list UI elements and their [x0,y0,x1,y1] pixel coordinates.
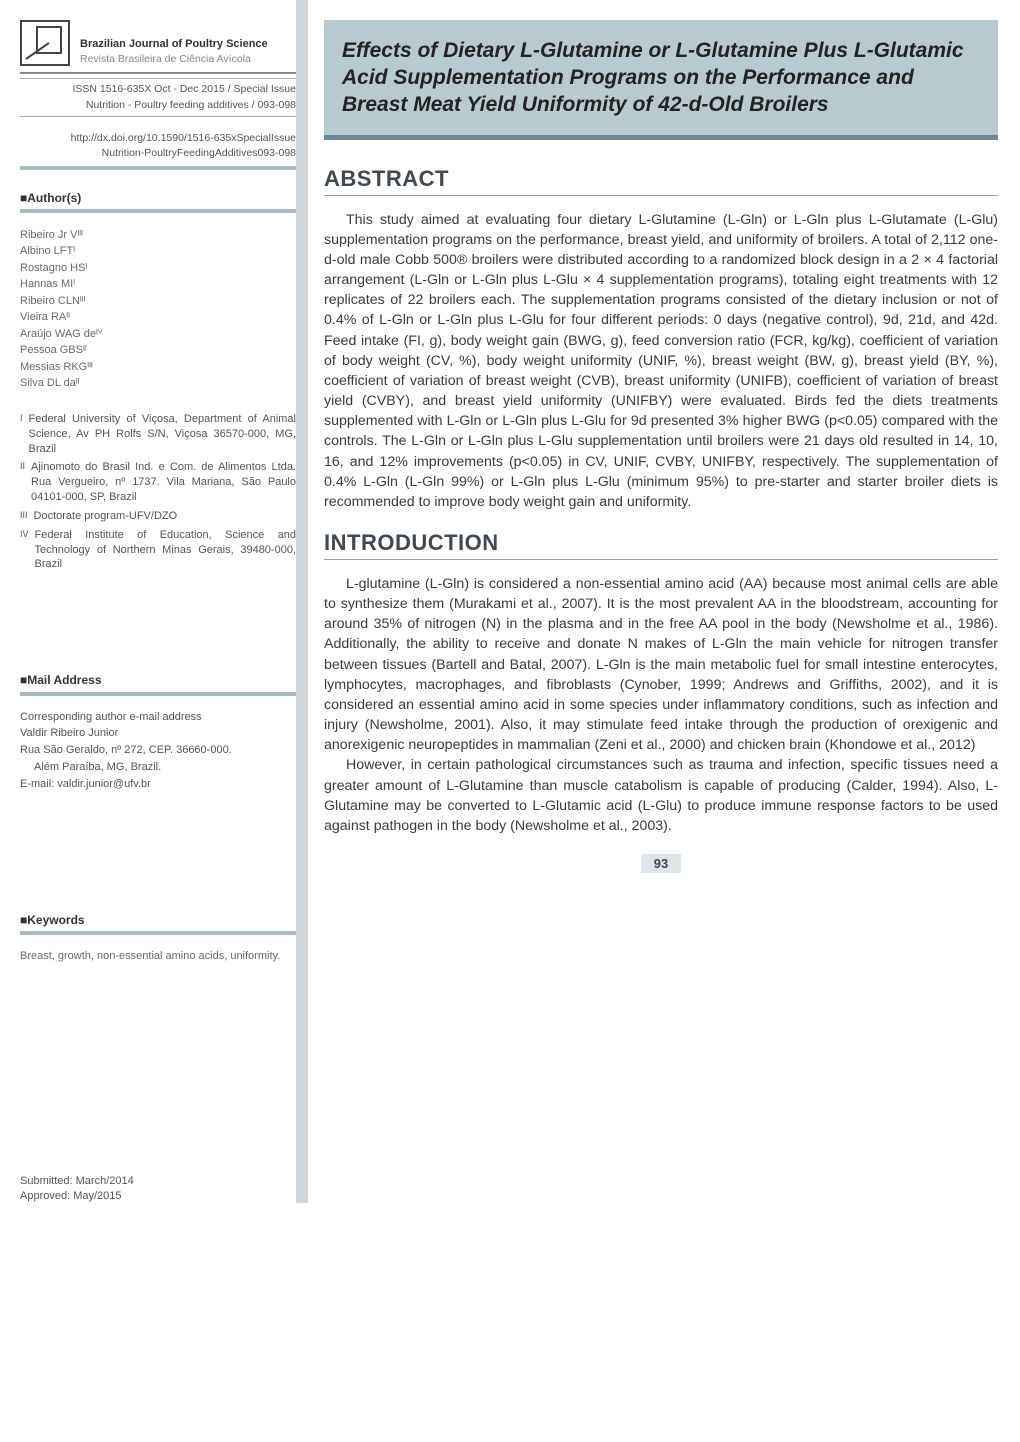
affiliation-item: I Federal University of Viçosa, Departme… [20,412,296,457]
author-name: Araújo WAG deᴵⱽ [20,326,296,343]
mail-line: Rua São Geraldo, nº 272, CEP. 36660-000. [20,743,296,758]
affiliation-list: I Federal University of Viçosa, Departme… [20,412,296,572]
journal-title-en: Brazilian Journal of Poultry Science [80,37,268,52]
sidebar: Brazilian Journal of Poultry Science Rev… [0,0,310,1203]
affil-number: I [20,412,23,457]
author-name: Vieira RAᴵᴵ [20,309,296,326]
affiliation-item: II Ajinomoto do Brasil Ind. e Com. de Al… [20,460,296,505]
section-line: Nutrition - Poultry feeding additives / … [20,98,296,117]
doi-line: http://dx.doi.org/10.1590/1516-635xSpeci… [20,131,296,145]
abstract-section: ABSTRACT This study aimed at evaluating … [324,166,998,512]
page: Brazilian Journal of Poultry Science Rev… [0,0,1020,1203]
submitted-line: Submitted: March/2014 [20,1174,296,1189]
introduction-body: L-glutamine (L-Gln) is considered a non-… [324,574,998,836]
mail-address-block: Corresponding author e-mail address Vald… [20,710,296,792]
keywords-heading: ■Keywords [20,912,296,935]
author-name: Ribeiro CLNᴵᴵᴵ [20,293,296,310]
issn-line: ISSN 1516-635X Oct - Dec 2015 / Special … [20,78,296,96]
introduction-heading: INTRODUCTION [324,530,998,560]
author-name: Rostagno HSᴵ [20,260,296,277]
mail-line: Valdir Ribeiro Junior [20,726,296,741]
journal-logo-icon [20,20,70,66]
doi-sub-line: Nutrition-PoultryFeedingAdditives093-098 [20,146,296,170]
mail-line: E-mail: valdir.junior@ufv.br [20,777,296,792]
abstract-heading: ABSTRACT [324,166,998,196]
affil-text: Federal University of Viçosa, Department… [29,412,296,457]
journal-title-pt: Revista Brasileira de Ciência Avícola [80,52,268,66]
author-name: Albino LFTᴵ [20,243,296,260]
affil-text: Ajinomoto do Brasil Ind. e Com. de Alime… [31,460,296,505]
author-list: Ribeiro Jr Vᴵᴵᴵ Albino LFTᴵ Rostagno HSᴵ… [20,227,296,392]
article-title: Effects of Dietary L-Glutamine or L-Glut… [342,38,980,119]
mail-line: Corresponding author e-mail address [20,710,296,725]
author-name: Silva DL daᴵᴵ [20,375,296,392]
article-title-band: Effects of Dietary L-Glutamine or L-Glut… [324,20,998,140]
affil-number: III [20,509,28,524]
abstract-body: This study aimed at evaluating four diet… [324,210,998,512]
affil-text: Federal Institute of Education, Science … [35,528,296,573]
journal-titles: Brazilian Journal of Poultry Science Rev… [80,37,268,66]
abstract-paragraph: This study aimed at evaluating four diet… [324,210,998,512]
journal-header: Brazilian Journal of Poultry Science Rev… [20,20,296,74]
author-name: Messias RKGᴵᴵᴵ [20,359,296,376]
approved-line: Approved: May/2015 [20,1189,296,1204]
affil-number: IV [20,528,29,573]
affil-text: Doctorate program-UFV/DZO [34,509,178,524]
keywords-block: Breast, growth, non-essential amino acid… [20,949,296,964]
mail-heading: ■Mail Address [20,672,296,695]
page-number: 93 [641,854,681,873]
author-name: Pessoa GBSᴵᴵ [20,342,296,359]
affiliation-item: III Doctorate program-UFV/DZO [20,509,296,524]
intro-paragraph: However, in certain pathological circums… [324,755,998,836]
intro-paragraph: L-glutamine (L-Gln) is considered a non-… [324,574,998,755]
affil-number: II [20,460,25,505]
authors-heading: ■Author(s) [20,190,296,213]
author-name: Hannas MIᴵ [20,276,296,293]
mail-line: Além Paraíba, MG, Brazil. [20,760,296,775]
introduction-section: INTRODUCTION L-glutamine (L-Gln) is cons… [324,530,998,836]
main-column: Effects of Dietary L-Glutamine or L-Glut… [310,0,1020,1203]
keywords-text: Breast, growth, non-essential amino acid… [20,949,296,964]
affiliation-item: IV Federal Institute of Education, Scien… [20,528,296,573]
author-name: Ribeiro Jr Vᴵᴵᴵ [20,227,296,244]
